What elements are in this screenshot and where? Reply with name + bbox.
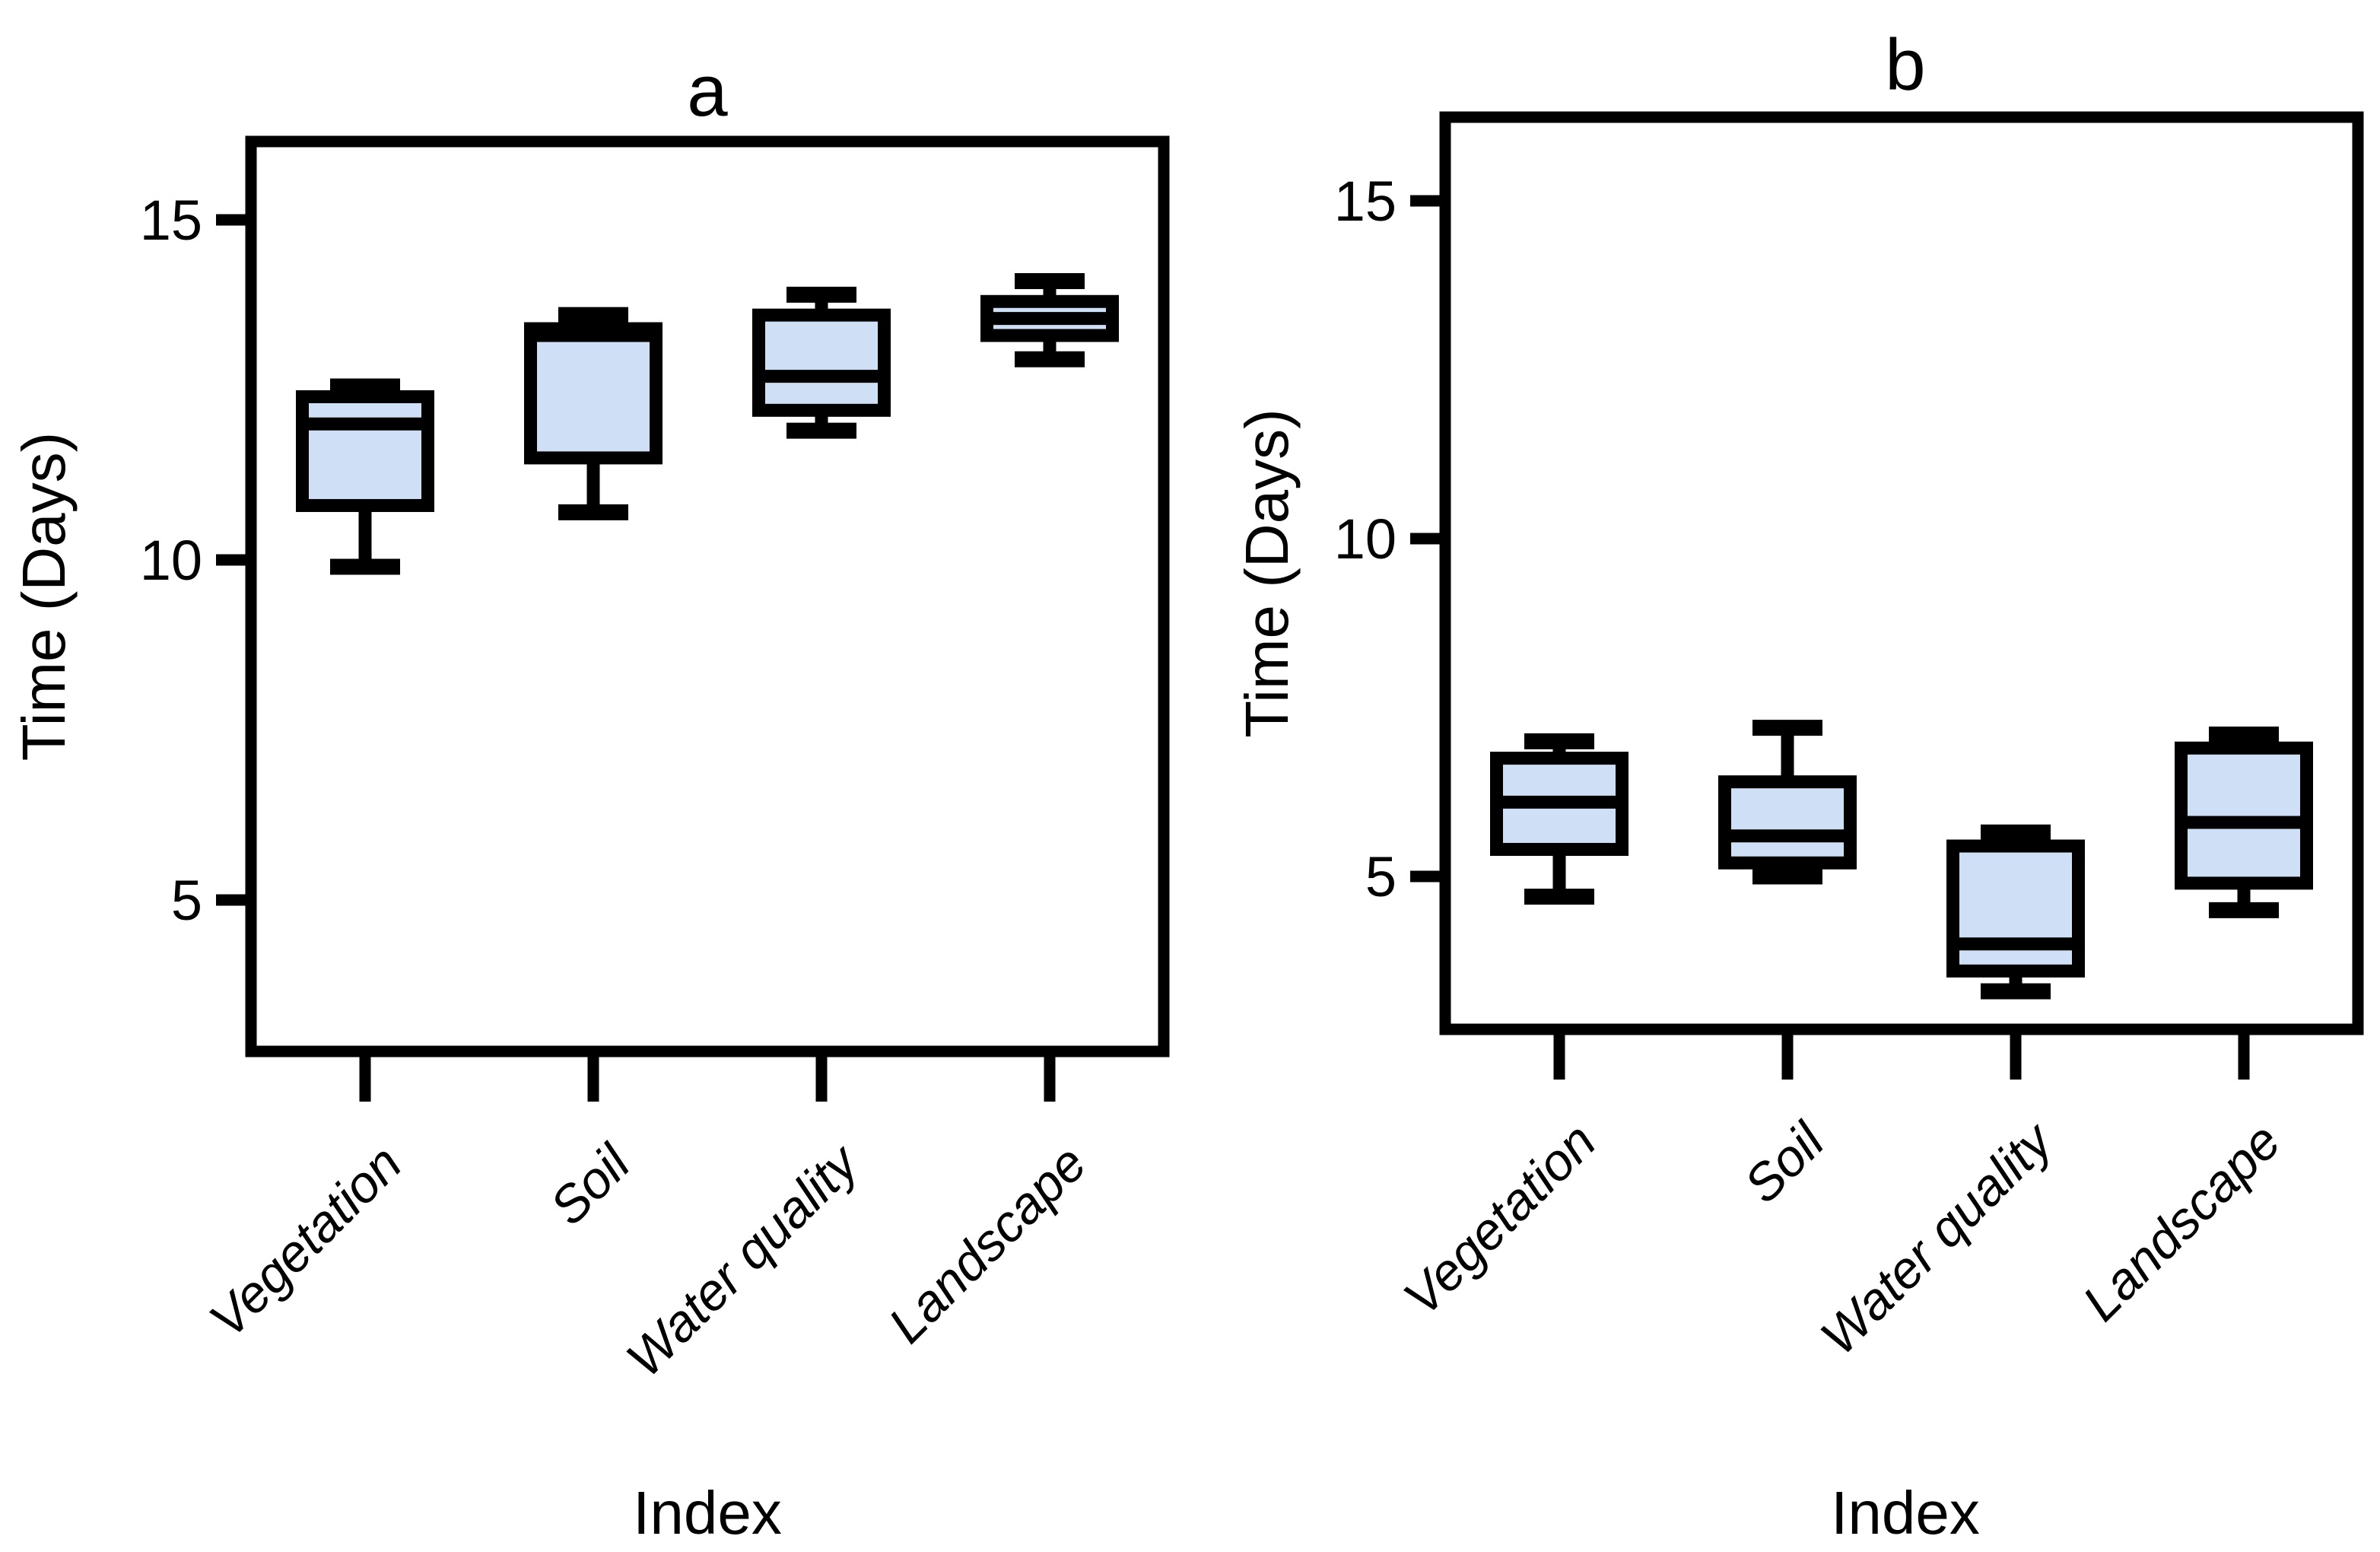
y-tick-label: 10 [140,529,202,592]
y-axis-title: Time (Days) [10,432,78,762]
iqr-box [752,308,891,417]
y-tick-label: 5 [171,869,202,932]
x-axis-title: Index [1831,1479,1980,1547]
iqr-box [1946,839,2085,978]
category-label: Vegetation [199,1134,413,1349]
box-water-quality [1946,824,2085,1000]
category-label: Water quality [615,1132,871,1388]
axis-frame [1439,111,2364,1035]
box-landscape [980,272,1119,367]
iqr-box [296,390,434,512]
box-vegetation [296,378,434,575]
panel-title-b: b [1885,24,1925,106]
iqr-box [524,322,663,465]
y-axis-title: Time (Days) [1233,409,1301,738]
category-label: Landscape [2072,1112,2292,1332]
box-soil [524,307,663,520]
iqr-box [1718,775,1857,870]
panel-title-a: a [687,50,728,132]
category-label: Water quality [1810,1110,2065,1366]
x-axis-title: Index [633,1479,782,1547]
box-landscape [2175,727,2313,918]
category-label: Landscape [878,1134,1098,1354]
category-label: Vegetation [1393,1112,1607,1327]
y-tick-label: 5 [1365,845,1397,908]
box-water-quality [752,286,891,439]
axis-frame [245,135,1170,1057]
box-soil [1718,720,1857,885]
y-tick-label: 15 [1334,170,1397,233]
y-tick-label: 10 [1334,507,1397,571]
category-label: Soil [1733,1112,1836,1214]
box-vegetation [1490,733,1629,905]
iqr-box [2175,741,2313,890]
category-label: Soil [539,1134,642,1236]
y-tick-label: 15 [140,189,202,252]
